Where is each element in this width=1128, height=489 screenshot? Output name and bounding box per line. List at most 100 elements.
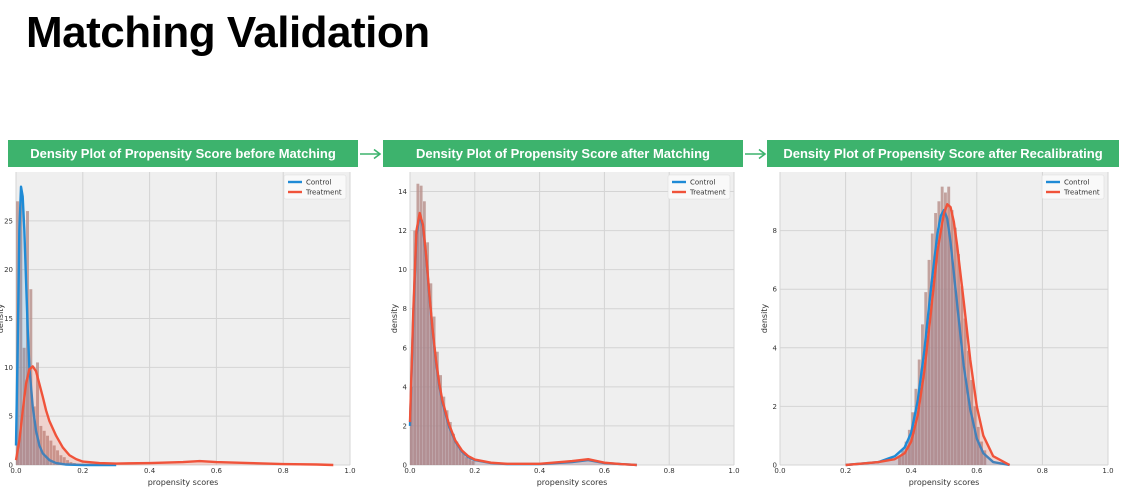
histogram-bar: [36, 362, 39, 465]
histogram-bar: [56, 450, 60, 465]
histogram-bar: [39, 425, 43, 465]
density-line-treatment: [845, 203, 1011, 467]
histogram-bar: [927, 259, 931, 465]
y-tick-label: 0: [773, 462, 777, 470]
histogram-bar: [966, 350, 970, 465]
y-tick-label: 2: [403, 422, 407, 430]
y-tick-label: 0: [403, 462, 407, 470]
x-tick-label: 0.6: [971, 467, 983, 475]
histogram-bar: [49, 440, 53, 465]
legend: Control Treatment: [667, 174, 731, 200]
x-tick-label: 0.0: [774, 467, 785, 475]
histogram-bar: [448, 422, 452, 465]
x-tick-label: 0.4: [906, 467, 918, 475]
density-plot-after-recalibrating: 0.0 0.2 0.4 0.6 0.8 1.0 0 2 4 6 8 propensity scores…: [754, 168, 1122, 489]
histogram-bar: [59, 455, 63, 465]
y-tick-label: 4: [773, 344, 778, 352]
chart-title-before-matching: Density Plot of Propensity Score before …: [8, 140, 358, 167]
y-axis-label: density: [760, 304, 769, 334]
y-tick-label: 10: [4, 364, 13, 372]
x-tick-label: 0.2: [469, 467, 480, 475]
histogram-bar: [19, 201, 23, 466]
histogram-bar: [957, 254, 960, 465]
density-area-control: [410, 214, 637, 465]
histogram-bar: [924, 292, 928, 465]
density-area-treatment: [845, 204, 1010, 466]
density-area-control: [16, 186, 117, 465]
density-chart: 0.0 0.2 0.4 0.6 0.8 1.0 0 2 4 6 8 10 12 14 propensity …: [390, 172, 740, 487]
y-tick-label: 25: [4, 217, 13, 225]
y-tick-label: 6: [773, 286, 778, 294]
histogram-bar: [461, 453, 465, 465]
y-tick-label: 4: [403, 383, 408, 391]
x-axis-label: propensity scores: [909, 478, 980, 487]
x-tick-label: 1.0: [344, 467, 355, 475]
histogram-bar: [953, 227, 957, 465]
histogram-bar: [435, 351, 439, 465]
histogram-bar: [410, 386, 413, 465]
x-tick-label: 0.6: [599, 467, 611, 475]
x-axis-label: propensity scores: [148, 478, 219, 487]
histogram-bar: [62, 457, 66, 465]
histogram-bar: [960, 286, 964, 465]
histogram-bar: [432, 316, 436, 465]
histogram-bar: [471, 461, 475, 465]
x-tick-label: 0.4: [534, 467, 546, 475]
density-plot-before-matching: 0.0 0.2 0.4 0.6 0.8 1.0 0 5 10 15 20 25 propensity s…: [0, 168, 362, 489]
density-plot-after-matching: 0.0 0.2 0.4 0.6 0.8 1.0 0 2 4 6 8 10 12 14 propensity …: [379, 168, 745, 489]
histogram-bar: [937, 201, 941, 466]
x-tick-label: 0.8: [278, 467, 289, 475]
density-line-control: [14, 185, 117, 467]
y-tick-label: 0: [9, 462, 13, 470]
histogram-bar: [970, 380, 974, 465]
legend-entry: Treatment: [689, 189, 726, 197]
histogram-bar: [921, 324, 924, 465]
histogram-bar: [947, 186, 951, 465]
x-tick-label: 0.8: [1037, 467, 1048, 475]
x-tick-label: 1.0: [1102, 467, 1113, 475]
legend-entry: Control: [690, 179, 715, 187]
y-tick-label: 8: [403, 305, 407, 313]
y-tick-label: 20: [4, 266, 13, 274]
histogram-bar: [976, 426, 980, 465]
y-tick-label: 6: [403, 344, 408, 352]
histogram-bar: [429, 283, 433, 465]
histogram-bar: [904, 441, 908, 465]
page-title: Matching Validation: [26, 8, 430, 57]
x-tick-label: 0.2: [77, 467, 88, 475]
x-tick-label: 0.6: [211, 467, 223, 475]
histogram-bar: [944, 192, 947, 465]
density-area-treatment: [16, 366, 334, 465]
histogram-bar: [42, 430, 46, 465]
histogram-bar: [445, 410, 449, 465]
y-tick-label: 8: [773, 227, 777, 235]
histogram-bar: [465, 457, 468, 465]
legend: Control Treatment: [283, 174, 347, 200]
histogram-bar: [934, 213, 938, 465]
density-chart: 0.0 0.2 0.4 0.6 0.8 1.0 0 2 4 6 8 propensity scores…: [760, 172, 1114, 487]
histogram-bar: [458, 447, 462, 465]
histogram-bar: [980, 441, 983, 465]
histogram-bar: [442, 396, 446, 465]
density-area-treatment: [410, 213, 637, 465]
plot-area: [410, 172, 734, 465]
histogram-bar: [983, 450, 987, 465]
y-tick-label: 2: [773, 403, 777, 411]
histogram-bar: [901, 450, 905, 465]
y-axis-label: density: [390, 304, 399, 334]
histogram-bar: [413, 230, 417, 465]
histogram-bar: [940, 186, 944, 465]
legend-entry: Control: [1064, 179, 1089, 187]
histogram-bar: [907, 429, 911, 465]
arrow-right-icon: [360, 148, 382, 160]
legend: Control Treatment: [1041, 174, 1105, 200]
x-tick-label: 0.4: [144, 467, 156, 475]
histogram-bar: [930, 233, 934, 465]
chart-title-after-recalibrating: Density Plot of Propensity Score after R…: [767, 140, 1119, 167]
legend-entry: Treatment: [1063, 189, 1100, 197]
y-tick-label: 15: [4, 315, 13, 323]
histogram-bar: [422, 201, 426, 466]
x-tick-label: 0.0: [10, 467, 21, 475]
x-tick-label: 0.2: [840, 467, 851, 475]
arrow-right-icon: [745, 148, 767, 160]
